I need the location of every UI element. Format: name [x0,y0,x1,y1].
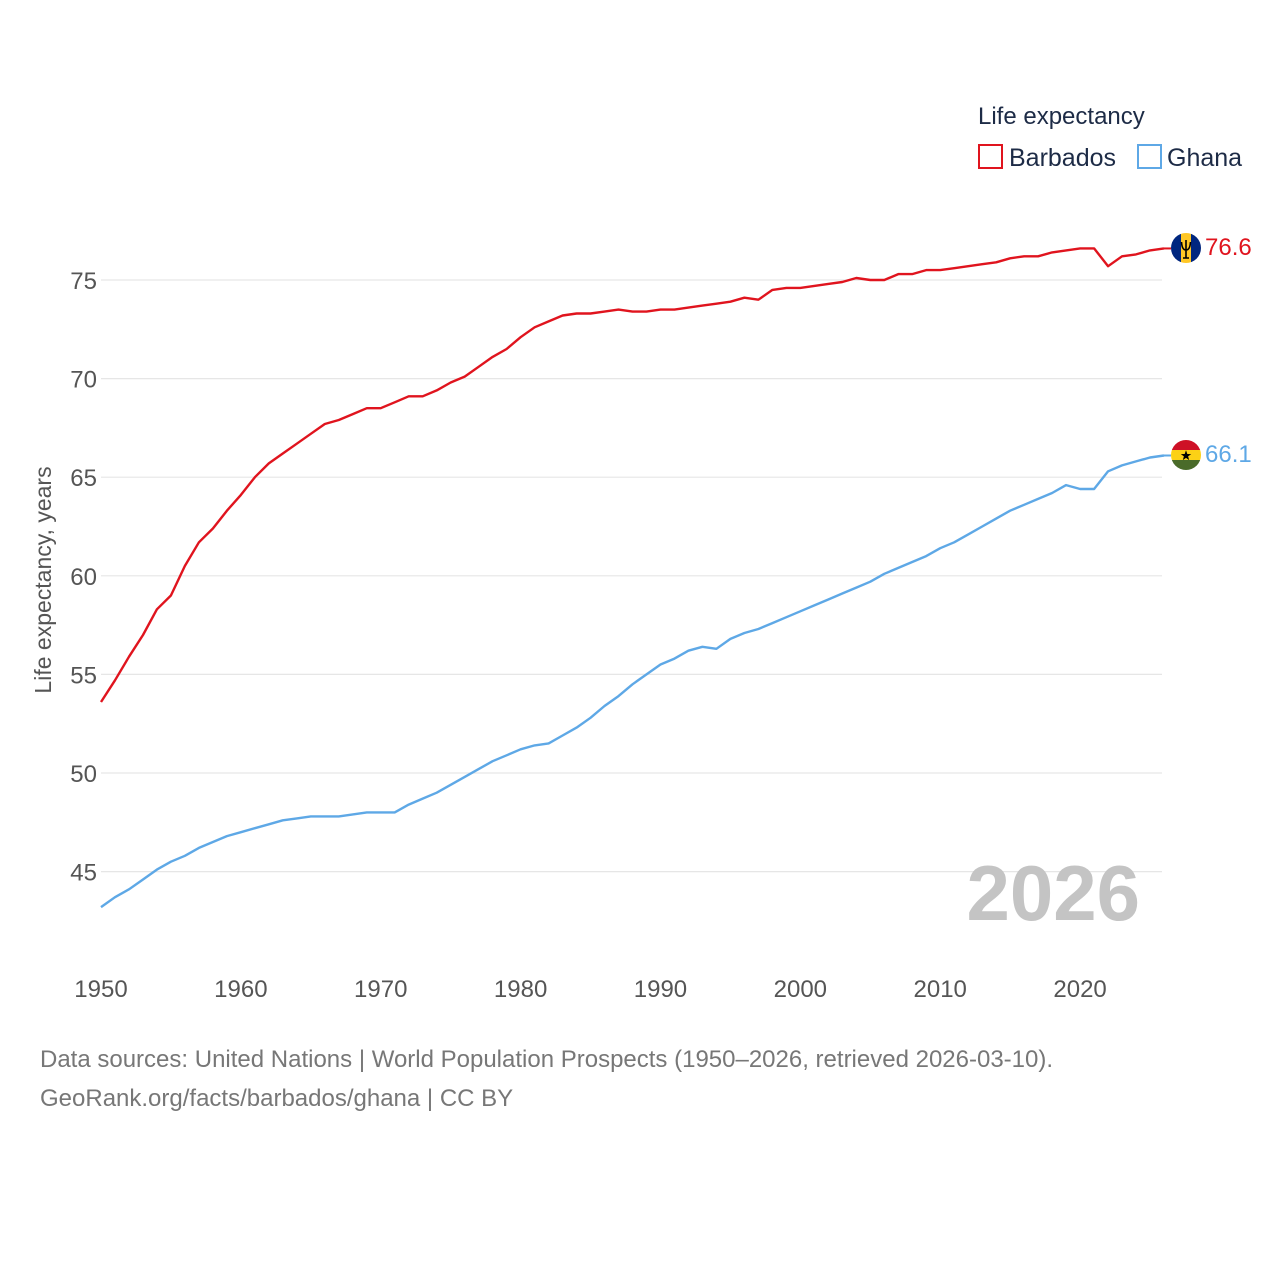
y-tick-label: 55 [70,662,97,689]
series-line-ghana[interactable] [100,454,1165,909]
series-line-barbados[interactable] [99,247,1165,703]
x-tick-label: 2000 [774,976,827,1003]
x-tick-label: 2020 [1053,976,1106,1003]
y-tick-label: 60 [70,564,97,591]
y-tick-label: 50 [70,761,97,788]
end-label-barbados: 76.6 [1205,234,1252,261]
legend-item-barbados[interactable]: Barbados [978,144,1116,172]
y-tick-label: 45 [70,860,97,887]
gridlines [101,279,1162,873]
legend-label-ghana: Ghana [1167,144,1242,172]
legend: Life expectancy Barbados Ghana [978,103,1242,172]
y-axis-ticks: 45 50 55 60 65 70 75 [70,268,97,887]
x-axis-ticks: 1950 1960 1970 1980 1990 2000 2010 2020 [74,976,1106,1003]
legend-item-ghana[interactable]: Ghana [1137,144,1242,172]
barbados-flag-icon [1171,233,1201,263]
x-tick-label: 1970 [354,976,407,1003]
x-tick-label: 1960 [214,976,267,1003]
end-label-ghana: 66.1 [1205,441,1252,468]
x-tick-label: 1950 [74,976,127,1003]
current-year-watermark: 2026 [966,849,1140,937]
legend-swatch-ghana [1137,144,1162,169]
series-lines [99,247,1171,909]
legend-label-barbados: Barbados [1009,144,1116,172]
y-axis-title: Life expectancy, years [30,466,56,693]
credit-link[interactable]: GeoRank.org/facts/barbados/ghana | CC BY [40,1085,514,1112]
y-tick-label: 70 [70,367,97,394]
legend-swatch-barbados [978,144,1003,169]
legend-title: Life expectancy [978,103,1145,130]
data-source-note: Data sources: United Nations | World Pop… [40,1046,1054,1073]
x-tick-label: 1980 [494,976,547,1003]
x-tick-label: 2010 [914,976,967,1003]
life-expectancy-chart: 45 50 55 60 65 70 75 1950 1960 1970 1980 1990 2000 2… [30,103,1252,1003]
y-tick-label: 75 [70,268,97,295]
y-tick-label: 65 [70,465,97,492]
x-tick-label: 1990 [634,976,687,1003]
ghana-flag-icon [1171,440,1201,470]
